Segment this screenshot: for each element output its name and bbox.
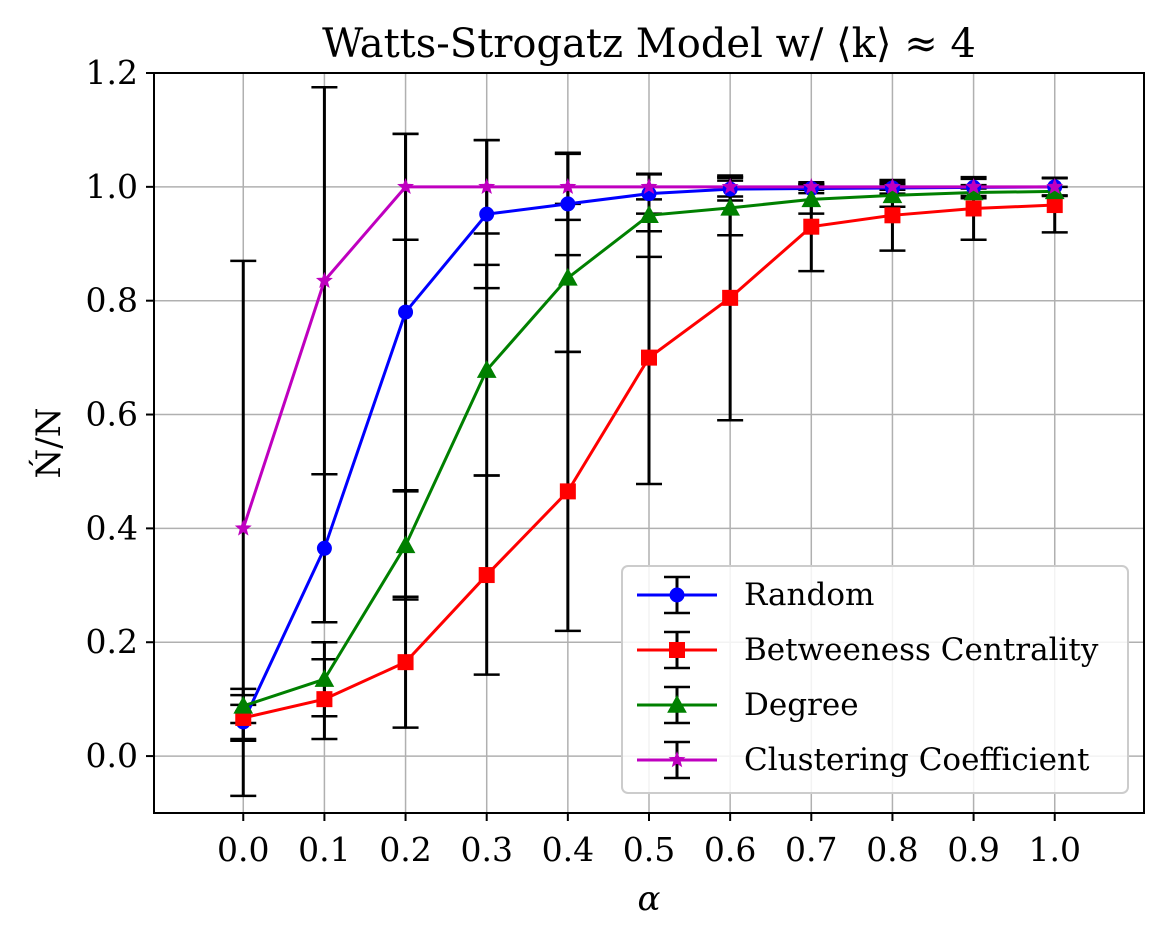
- x-tick-label: 0.6: [704, 830, 756, 869]
- data-point-clustering-coefficient: [1046, 177, 1064, 195]
- legend-marker-betweeness-centrality: [669, 642, 685, 658]
- series-markers: [233, 177, 1065, 730]
- legend-marker-random: [669, 587, 685, 603]
- y-tick-label: 1.2: [86, 53, 138, 92]
- data-point-clustering-coefficient: [883, 177, 901, 195]
- data-point-clustering-coefficient: [559, 177, 577, 195]
- data-point-random: [479, 206, 495, 222]
- data-point-betweeness-centrality: [803, 218, 820, 235]
- data-point-betweeness-centrality: [884, 207, 901, 224]
- legend-label-degree: Degree: [744, 687, 859, 723]
- data-point-betweeness-centrality: [641, 349, 657, 366]
- data-point-degree: [639, 205, 659, 224]
- data-point-degree: [395, 535, 416, 554]
- data-point-degree: [476, 360, 497, 378]
- data-point-clustering-coefficient: [640, 177, 658, 195]
- data-point-betweeness-centrality: [478, 567, 495, 584]
- y-tick-label: 0.8: [86, 281, 138, 320]
- data-point-degree: [233, 695, 254, 714]
- y-axis-ticks: 0.0 0.2 0.4 0.6 0.8 1.0 1.2: [86, 53, 154, 775]
- y-axis-label: Ń/N: [28, 408, 69, 479]
- y-tick-label: 0.0: [86, 736, 138, 775]
- legend: Random Betweeness Centrality Degree Cluster…: [621, 565, 1129, 794]
- data-point-clustering-coefficient: [234, 519, 252, 536]
- legend-marker-clustering-coefficient: [668, 751, 686, 768]
- x-tick-label: 0.2: [379, 830, 431, 869]
- x-axis-ticks: 0.0 0.1 0.2 0.3 0.4 0.5 0.6 0.7 0.8 0.9 1.0: [217, 813, 1081, 869]
- x-tick-label: 0.5: [623, 830, 675, 869]
- data-point-clustering-coefficient: [721, 177, 739, 195]
- y-tick-label: 0.2: [86, 622, 138, 661]
- data-point-clustering-coefficient: [802, 177, 820, 195]
- data-point-degree: [314, 669, 335, 687]
- data-point-degree: [882, 185, 903, 204]
- x-tick-label: 1.0: [1028, 830, 1080, 869]
- x-tick-label: 0.4: [542, 830, 594, 869]
- y-tick-label: 0.4: [86, 508, 138, 547]
- y-tick-label: 0.6: [86, 395, 138, 434]
- legend-marker-degree: [667, 694, 687, 713]
- data-point-degree: [558, 267, 578, 286]
- data-point-random: [560, 196, 576, 212]
- data-point-clustering-coefficient: [965, 177, 983, 195]
- data-point-betweeness-centrality: [397, 654, 414, 671]
- data-point-clustering-coefficient: [315, 271, 333, 288]
- legend-label-clustering-coefficient: Clustering Coefficient: [744, 742, 1090, 778]
- data-point-betweeness-centrality: [1046, 197, 1063, 214]
- legend-box: [621, 565, 1129, 794]
- data-point-random: [316, 540, 332, 556]
- x-tick-label: 0.7: [785, 830, 837, 869]
- data-point-betweeness-centrality: [722, 289, 739, 306]
- x-tick-label: 0.0: [217, 830, 269, 869]
- data-point-betweeness-centrality: [965, 200, 982, 217]
- data-point-clustering-coefficient: [397, 177, 415, 195]
- data-point-betweeness-centrality: [316, 691, 333, 708]
- data-point-degree: [801, 189, 822, 208]
- chart-title: Watts-Strogatz Model w/ ⟨k⟩ ≈ 4: [322, 21, 976, 67]
- x-tick-label: 0.8: [866, 830, 918, 869]
- x-tick-label: 0.9: [947, 830, 999, 869]
- data-point-clustering-coefficient: [478, 177, 496, 195]
- legend-label-random: Random: [744, 577, 874, 613]
- data-point-betweeness-centrality: [559, 483, 576, 500]
- x-tick-label: 0.1: [298, 830, 350, 869]
- legend-label-betweeness-centrality: Betweeness Centrality: [744, 632, 1099, 668]
- y-tick-label: 1.0: [86, 167, 138, 206]
- x-tick-label: 0.3: [460, 830, 512, 869]
- data-point-degree: [720, 197, 740, 216]
- x-axis-label: α: [638, 879, 661, 919]
- data-point-random: [398, 304, 414, 320]
